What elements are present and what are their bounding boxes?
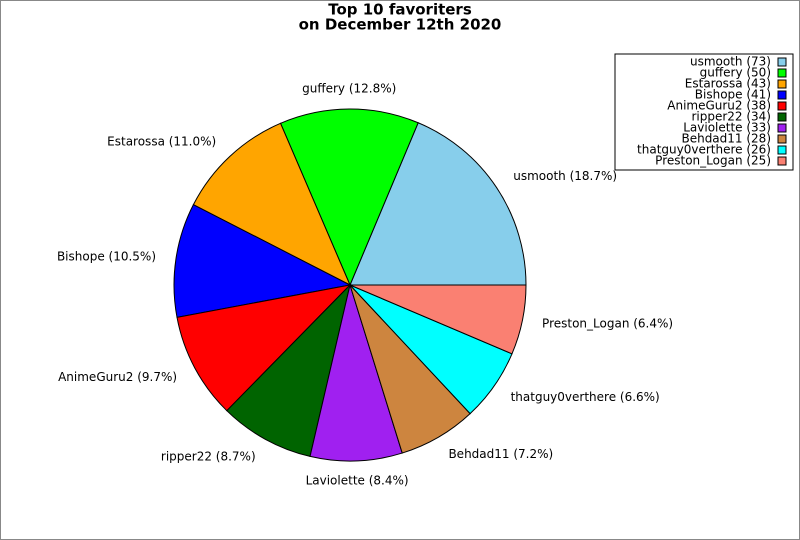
legend-label: Estarossa (43)	[685, 77, 771, 91]
pie-slice	[349, 122, 527, 286]
chart-subtitle: on December 12th 2020	[299, 16, 502, 34]
legend-label: Laviolette (33)	[683, 121, 771, 135]
legend-label: ripper22 (34)	[691, 110, 771, 124]
slice-label: Behdad11 (7.2%)	[448, 447, 553, 461]
pie-slice	[309, 283, 403, 462]
legend-swatch	[777, 79, 787, 89]
pie-slice	[226, 283, 351, 458]
legend-swatch	[777, 134, 787, 144]
legend-label: guffery (50)	[700, 66, 771, 80]
legend-label: Preston_Logan (25)	[655, 154, 771, 168]
pie-slice	[192, 122, 352, 287]
slice-label: usmooth (18.7%)	[513, 169, 617, 183]
slice-label: thatguy0verthere (6.6%)	[511, 390, 660, 404]
legend-label: usmooth (73)	[690, 55, 771, 69]
legend-swatch	[777, 156, 787, 166]
legend-label: Bishope (41)	[695, 88, 771, 102]
chart-title: Top 10 favoriters	[328, 1, 472, 19]
pie-slice	[279, 108, 419, 287]
slice-label: Bishope (10.5%)	[57, 249, 156, 263]
pie-slice	[349, 284, 527, 355]
legend-swatch	[777, 123, 787, 133]
pie-slice	[173, 203, 352, 318]
slice-label: Preston_Logan (6.4%)	[542, 317, 673, 331]
legend-swatch	[777, 90, 787, 100]
legend-swatch	[777, 145, 787, 155]
slice-label: guffery (12.8%)	[302, 82, 396, 96]
legend-label: Behdad11 (28)	[681, 132, 771, 146]
slice-label: Laviolette (8.4%)	[306, 473, 409, 487]
slice-label: Estarossa (11.0%)	[107, 134, 216, 148]
legend-swatch	[777, 57, 787, 67]
legend-label: AnimeGuru2 (38)	[667, 99, 771, 113]
legend-swatch	[777, 112, 787, 122]
pie-slice	[176, 284, 352, 412]
legend-swatch	[777, 68, 787, 78]
legend-label: thatguy0verthere (26)	[637, 143, 771, 157]
legend-swatch	[777, 101, 787, 111]
slice-label: ripper22 (8.7%)	[161, 449, 256, 463]
legend-box	[614, 53, 794, 171]
slice-label: AnimeGuru2 (9.7%)	[58, 370, 177, 384]
